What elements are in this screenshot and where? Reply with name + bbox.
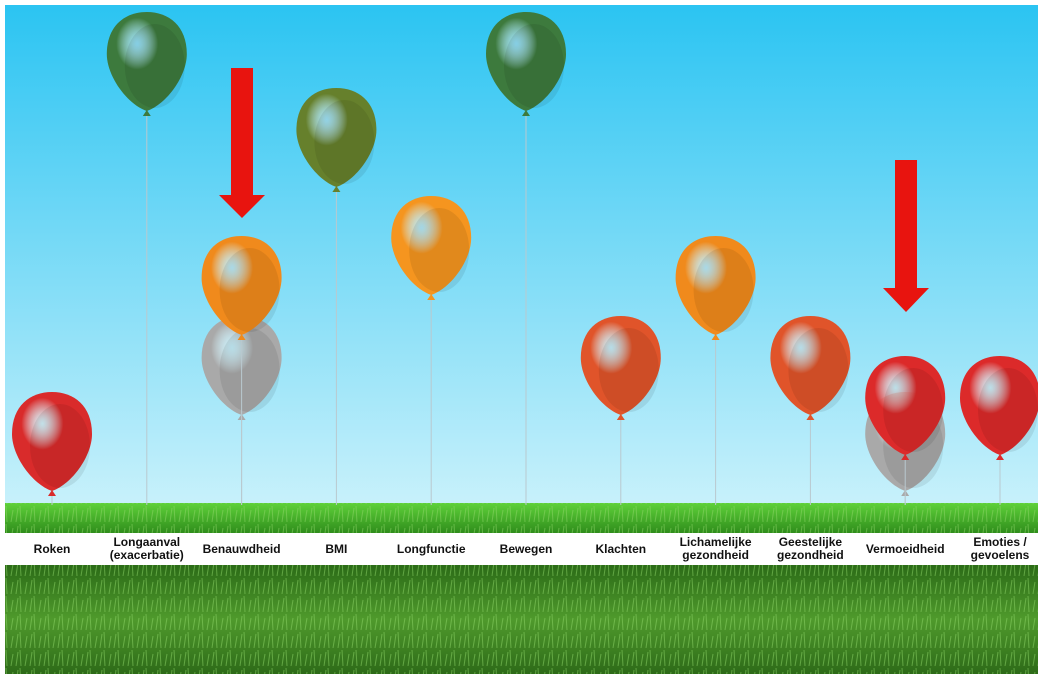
balloon-shade	[978, 368, 1038, 452]
category-label: Vermoeidheid	[859, 533, 951, 565]
category-label: Geestelijke gezondheid	[764, 533, 856, 565]
balloon-shade	[220, 328, 280, 412]
category-label: Bewegen	[480, 533, 572, 565]
category-label: Roken	[6, 533, 98, 565]
category-label: Benauwdheid	[196, 533, 288, 565]
category-label: Longaanval (exacerbatie)	[101, 533, 193, 565]
balloon-shade	[599, 328, 659, 412]
balloon-shade	[125, 24, 185, 108]
balloon-shade	[409, 208, 469, 292]
balloon-shade	[883, 368, 943, 452]
category-label: BMI	[290, 533, 382, 565]
balloon-shade	[694, 248, 754, 332]
grass-texture	[5, 565, 1038, 674]
category-label: Klachten	[575, 533, 667, 565]
grass-texture	[5, 503, 1038, 533]
category-label: Emoties / gevoelens	[964, 533, 1036, 565]
balloon-shade	[504, 24, 564, 108]
category-label: Lichamelijke gezondheid	[670, 533, 762, 565]
chart	[0, 0, 1038, 674]
balloon-shade	[788, 328, 848, 412]
balloon-shade	[30, 404, 90, 488]
balloon-screen: RokenLongaanval (exacerbatie)Benauwdheid…	[0, 0, 1038, 674]
balloon-shade	[220, 248, 280, 332]
balloon-shade	[314, 100, 374, 184]
category-label: Longfunctie	[385, 533, 477, 565]
